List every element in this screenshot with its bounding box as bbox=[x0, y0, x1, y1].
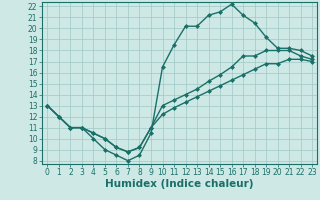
X-axis label: Humidex (Indice chaleur): Humidex (Indice chaleur) bbox=[105, 179, 253, 189]
